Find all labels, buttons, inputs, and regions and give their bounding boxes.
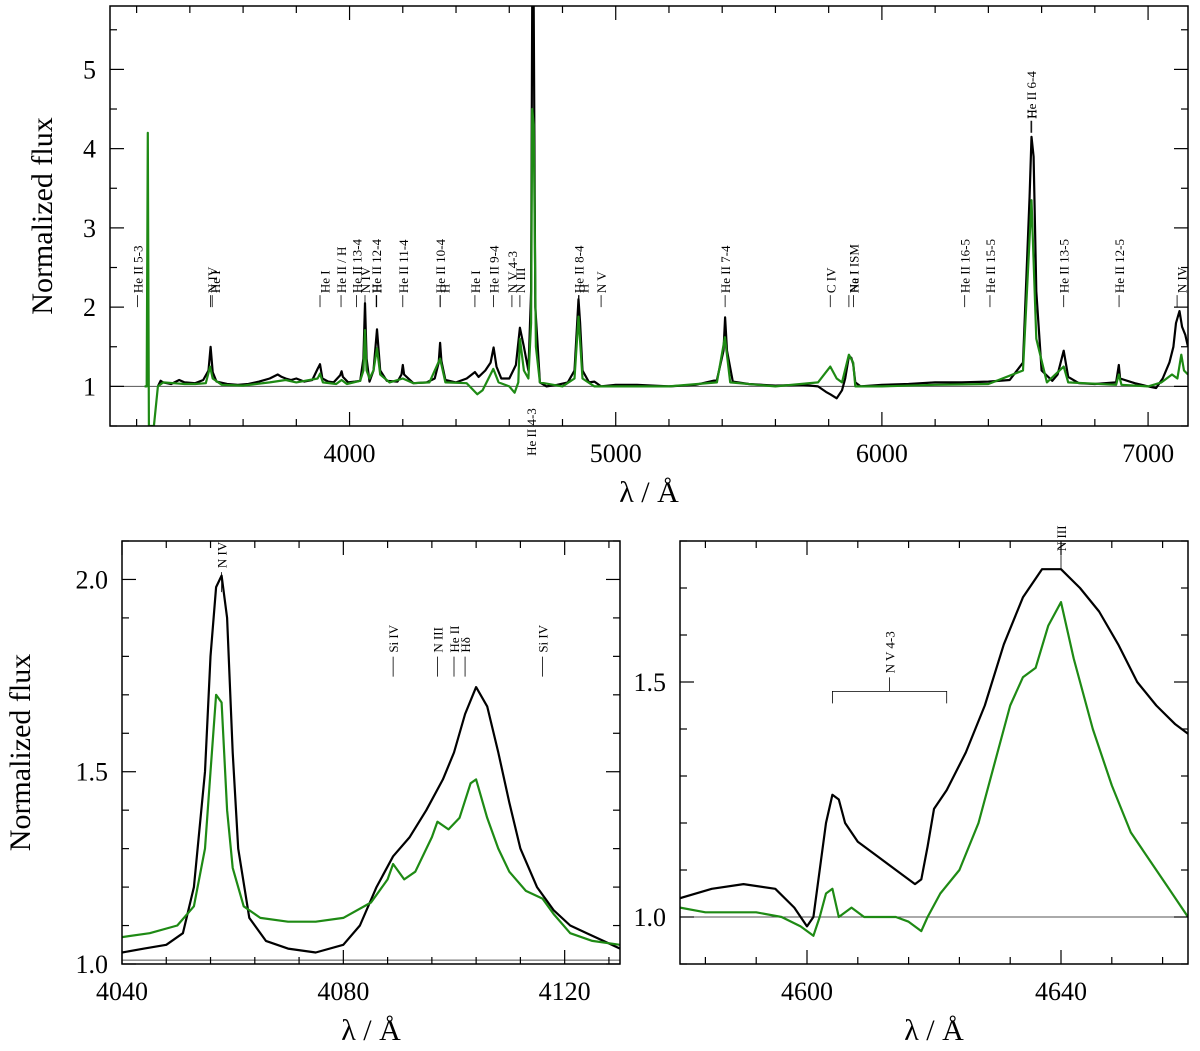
y-tick-label: 4 [83,135,96,164]
series-line-2 [122,693,620,946]
x-tick-label: 4040 [96,977,148,1006]
line-id-label: N V 4-3 [505,251,520,293]
line-id-label: He I [208,270,223,293]
x-tick-label: 5000 [590,439,642,468]
series-group [680,568,1188,937]
annotations: He II 5-3 He IN IV He I He II / H He II 13-4… [130,71,1189,456]
series-group [144,6,1188,426]
y-tick-label: 1.5 [76,758,109,787]
line-id-label: N III [1054,525,1069,551]
y-tick-label: 1.0 [76,950,109,979]
x-tick-label: 4000 [324,439,376,468]
plot-frame [121,540,621,965]
y-tick-label: 3 [83,214,96,243]
line-id-label: He II 10-4 [433,238,448,293]
series-line-1 [680,568,1188,928]
line-id-label: He I [846,270,861,293]
line-id-label: He II / H [334,247,349,294]
top-panel: 4000 5000 6000 7000 1 2 3 4 5 λ / Å Normalized flu… [26,5,1189,509]
series-line-1 [122,574,620,954]
line-id-label: N IV [215,541,230,568]
y-tick-label: 1 [83,372,96,401]
line-id-label: He II 13-4 [349,238,364,293]
line-id-label: He II 8-4 [571,245,586,293]
plot-frame [679,540,1189,965]
line-id-label: He II 15-5 [983,239,998,293]
x-tick-label: 7000 [1122,439,1174,468]
y-axis-label: Normalized flux [4,654,37,851]
line-id-label: Na I ISM [846,244,861,294]
line-id-label: H [438,284,453,293]
line-id-label: He I [317,270,332,293]
series-line-2 [680,601,1188,937]
y-axis-label: Normalized flux [26,117,59,314]
y-tick-label: 5 [83,55,96,84]
bottom-left-panel: 4040 4080 4120 1.0 1.5 2.0 λ / Å Normalized flu… [4,540,621,1047]
line-id-label: He II 16-5 [958,239,973,293]
line-id-label: He II 12-5 [1112,239,1127,293]
x-tick-label: 6000 [856,439,908,468]
line-id-label: He I [468,270,483,293]
line-id-label: He II 5-3 [130,245,145,293]
x-axis-label: λ / Å [619,476,679,509]
line-id-label: He II 12-4 [369,238,384,293]
x-axis-label: λ / Å [341,1014,401,1047]
line-id-label: He II 4-3 [524,408,539,456]
y-tick-label: 2.0 [76,565,109,594]
line-id-label: N IV [205,266,220,293]
x-axis-label: λ / Å [904,1014,964,1047]
bottom-right-panel: 4600 4640 1.0 1.5 λ / Å N V 4-3 N III [634,525,1189,1047]
series-line-1 [156,6,1188,400]
bracket [832,691,948,704]
y-tick-label: 1.5 [634,668,667,697]
line-id-label: He II 13-5 [1057,239,1072,293]
series-line-2 [144,107,1188,426]
line-id-label: Si IV [386,624,401,652]
x-tick-label: 4120 [539,977,591,1006]
y-tick-label: 1.0 [634,903,667,932]
x-tick-label: 4600 [781,977,833,1006]
line-id-label: H [370,284,385,293]
line-id-label: He II 9-4 [487,245,502,293]
line-id-label: N V [594,271,609,293]
line-id-label: He II 6-4 [1024,71,1039,119]
line-id-label: N IV [1174,266,1189,293]
line-id-label: N IV [358,266,373,293]
series-group [122,574,620,954]
line-id-label: Si IV [536,624,551,652]
annotations: N V 4-3 N III [832,525,1069,704]
x-tick-label: 4640 [1035,977,1087,1006]
line-id-label: N V 4-3 [883,631,898,673]
line-id-label: C IV [823,267,838,293]
line-id-label: N III [430,627,445,653]
y-tick-label: 2 [83,293,96,322]
line-id-label: He II [447,626,462,653]
line-id-label: He II 11-4 [396,239,411,293]
line-id-label: H [1025,109,1040,118]
plot-frame [109,5,1189,427]
line-id-label: N III [513,267,528,293]
line-id-label: He II 7-4 [718,245,733,293]
line-id-label: Hδ [458,637,473,653]
line-id-label: H [576,284,591,293]
x-tick-label: 4080 [317,977,369,1006]
